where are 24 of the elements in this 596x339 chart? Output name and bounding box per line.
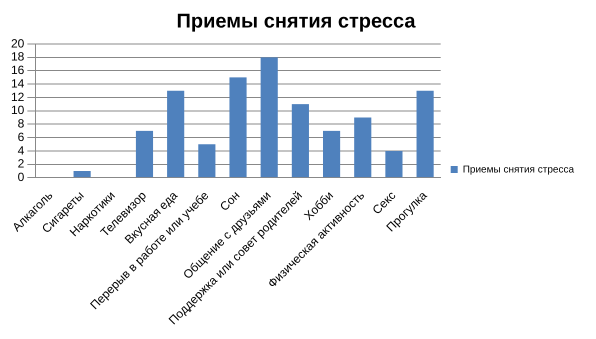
bar (74, 170, 91, 178)
bar (229, 77, 247, 178)
y-tick-label: 20 (10, 36, 25, 50)
bar (260, 57, 278, 178)
bar (136, 130, 154, 178)
y-tick-label: 8 (18, 116, 25, 131)
y-tick-label: 2 (18, 156, 25, 171)
bar (167, 90, 184, 178)
y-tick-label: 4 (18, 143, 25, 158)
y-tick-label: 6 (18, 130, 25, 144)
y-tick-label: 18 (10, 50, 25, 64)
y-tick-label: 10 (10, 103, 25, 118)
y-tick-label: 16 (10, 63, 25, 78)
bar (385, 150, 403, 178)
y-tick-label: 14 (10, 76, 25, 90)
bar (198, 144, 216, 178)
bar (322, 130, 340, 178)
legend-label: Приемы снятия стресса (462, 164, 574, 176)
y-tick-label: 0 (18, 170, 25, 184)
bar (416, 90, 434, 178)
bar (292, 104, 309, 178)
chart-title: Приемы снятия стресса (176, 10, 416, 33)
y-tick-label: 12 (10, 90, 25, 104)
bar (354, 118, 372, 178)
